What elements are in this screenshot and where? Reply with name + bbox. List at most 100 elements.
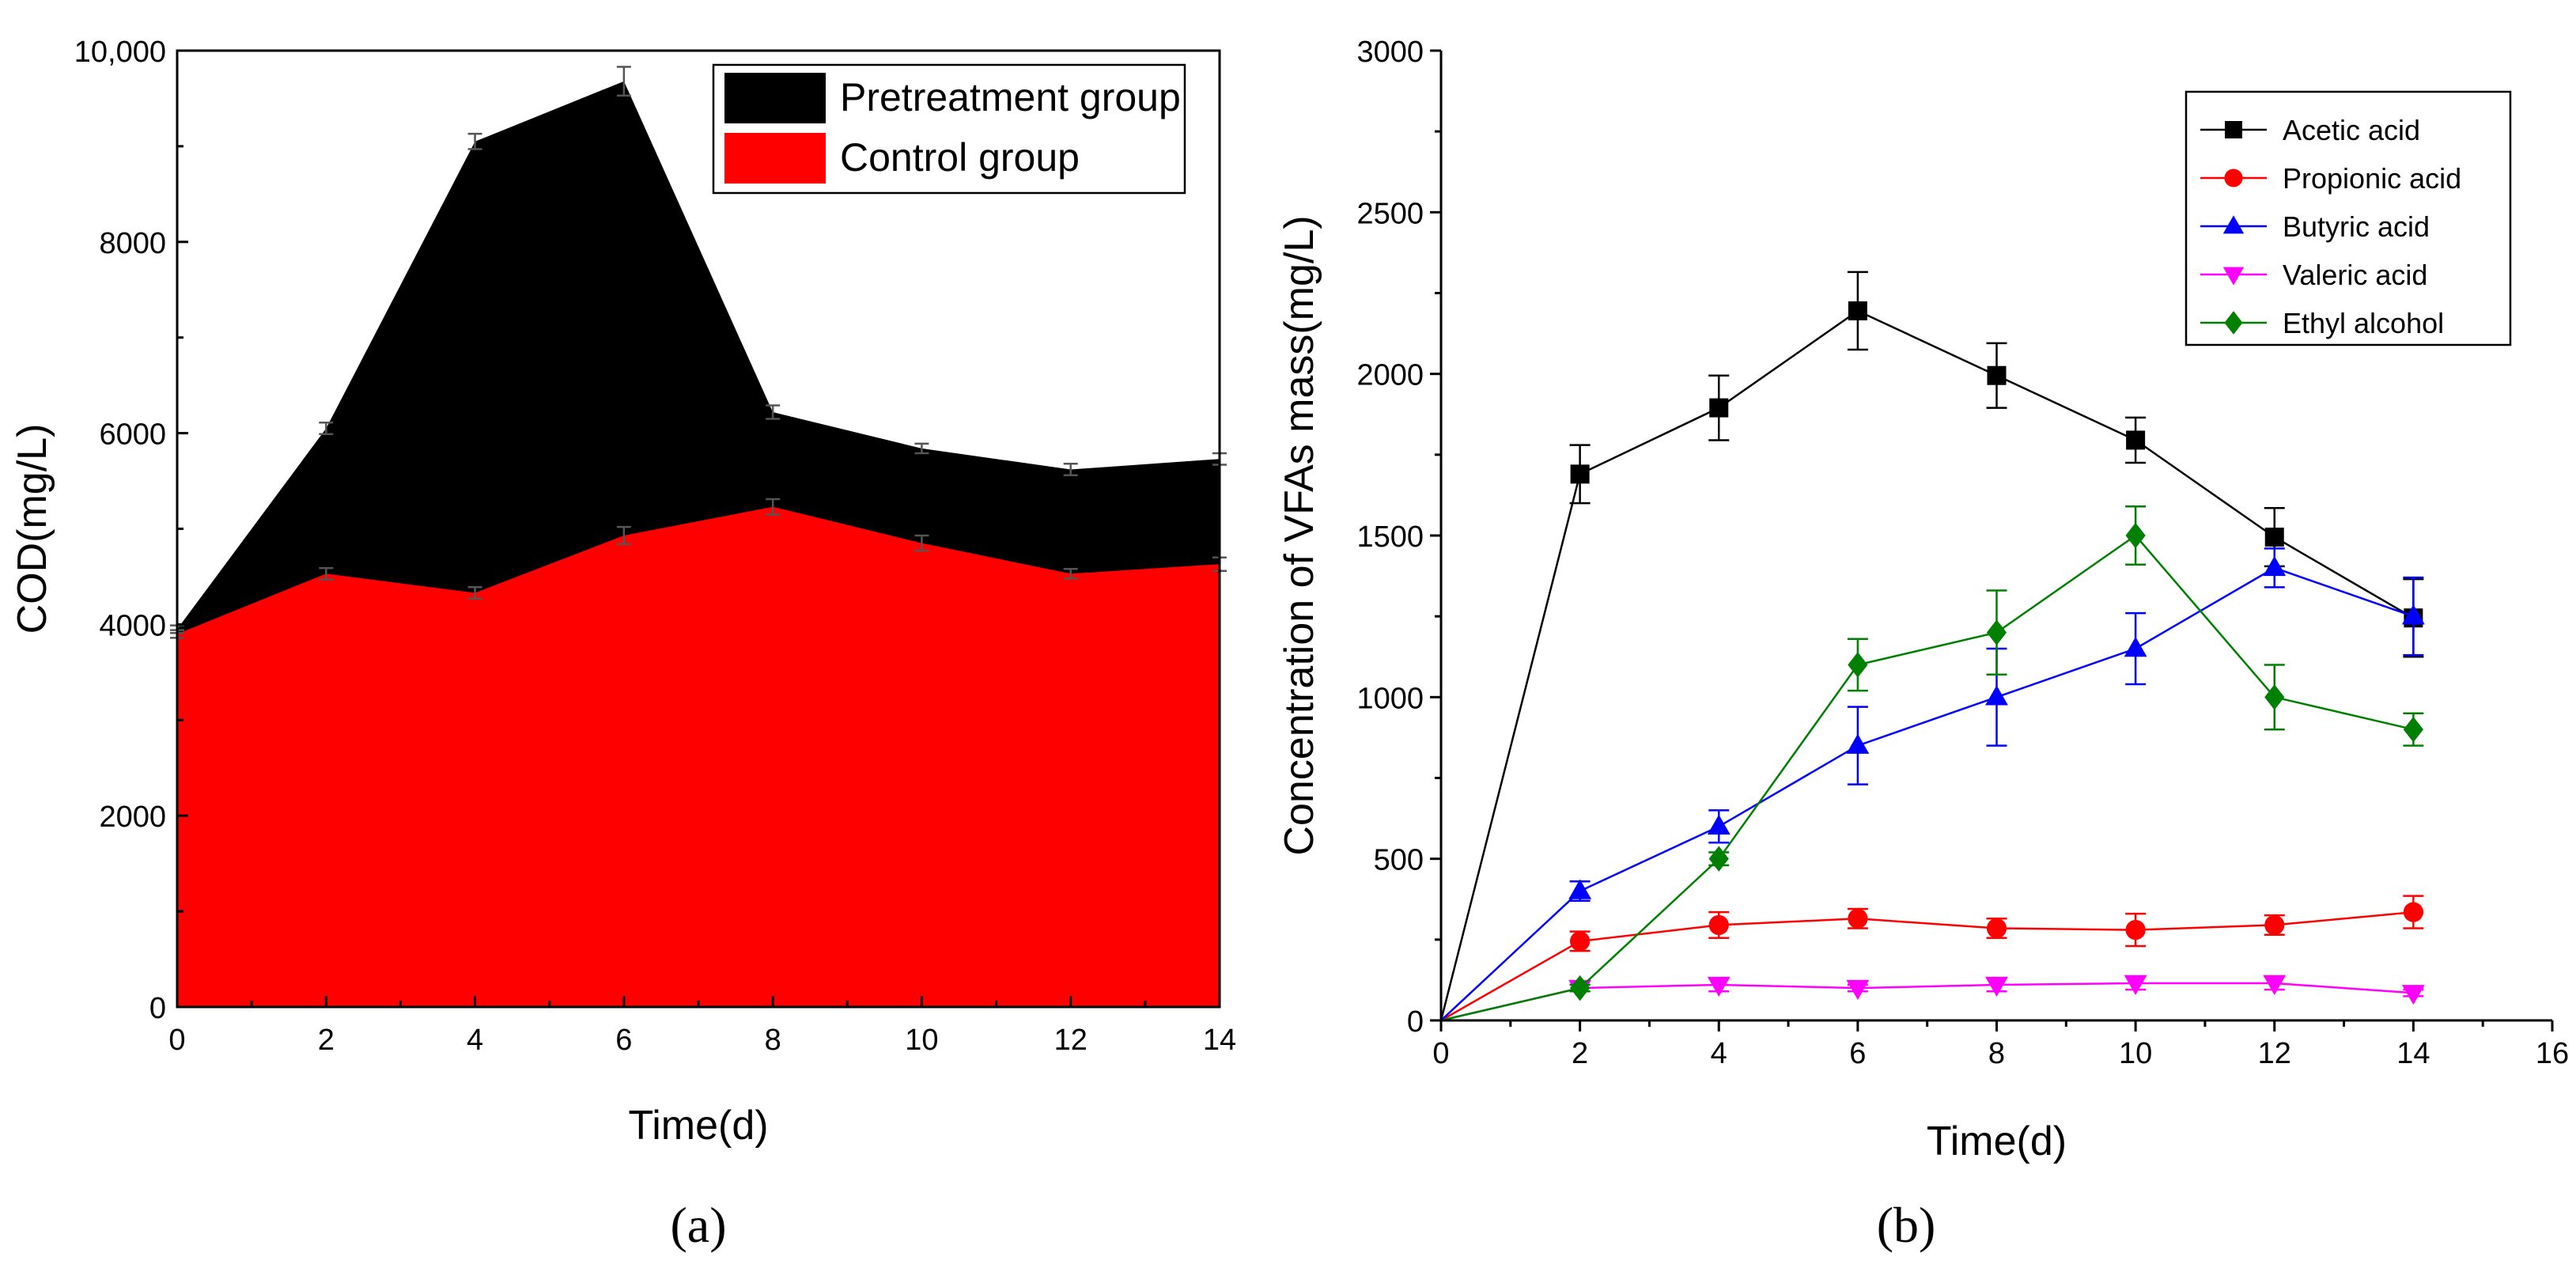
x-tick-label: 6 [1849, 1037, 1866, 1070]
square-marker [2264, 528, 2284, 547]
y-tick-label: 2000 [99, 801, 166, 834]
x-tick-label: 10 [905, 1024, 938, 1057]
x-tick-label: 2 [318, 1024, 335, 1057]
series-butyric-acid [1440, 547, 2425, 1021]
error-bar [467, 585, 482, 600]
triangle-up-marker [2401, 604, 2425, 625]
legend-label-propionic-acid: Propionic acid [2283, 162, 2461, 195]
legend-label-butyric-acid: Butyric acid [2283, 210, 2430, 243]
error-bar [1063, 568, 1078, 580]
series-layer [1439, 271, 2425, 1022]
diamond-marker [2125, 522, 2146, 549]
y-tick-label: 500 [1374, 844, 1424, 877]
y-tick-label: 2500 [1356, 197, 1424, 230]
x-tick-label: 8 [765, 1024, 781, 1057]
legend-label-acetic-acid: Acetic acid [2283, 114, 2420, 146]
triangle-up-marker [2263, 555, 2287, 577]
legend-label-valeric-acid: Valeric acid [2283, 259, 2427, 291]
triangle-up-marker [2124, 637, 2147, 657]
circle-marker [2224, 168, 2243, 187]
diamond-marker [1570, 975, 1591, 1001]
triangle-down-marker [2222, 267, 2245, 286]
triangle-up-marker [1846, 733, 1870, 754]
y-tick-label: 8000 [99, 227, 166, 260]
series-line [1440, 566, 2414, 1021]
area-control-group [177, 506, 1220, 1007]
triangle-down-marker [1707, 976, 1731, 997]
triangle-up-marker [1568, 879, 1592, 899]
y-tick-label: 3000 [1356, 36, 1424, 69]
series-valeric-acid [1440, 975, 2425, 1022]
x-axis-ticks: 0 2 4 6 8 10 12 14 [168, 996, 1236, 1057]
panel-label: (b) [1877, 1197, 1936, 1253]
triangle-down-marker [2124, 975, 2147, 996]
series-propionic-acid [1440, 895, 2424, 1022]
error-bar [616, 525, 631, 546]
y-tick-label: 2000 [1356, 359, 1424, 392]
x-tick-label: 10 [2119, 1037, 2152, 1070]
diamond-marker [1848, 652, 1868, 678]
y-tick-label: 0 [1407, 1005, 1424, 1039]
x-tick-label: 14 [1203, 1024, 1236, 1057]
error-bar [914, 534, 929, 552]
diamond-marker [2224, 311, 2243, 335]
circle-marker [2264, 914, 2285, 936]
y-tick-label: 4000 [99, 609, 166, 642]
series-acetic-acid [1439, 271, 2424, 1021]
x-axis-title: Time(d) [1927, 1118, 2067, 1164]
x-axis-title: Time(d) [628, 1103, 768, 1149]
triangle-up-marker [1985, 685, 2008, 706]
error-bar [319, 566, 334, 581]
error-bar [766, 404, 781, 420]
series-line [1439, 309, 2415, 1021]
legend-label-ethyl-alcohol: Ethyl alcohol [2283, 307, 2444, 339]
x-tick-label: 0 [1432, 1037, 1449, 1070]
circle-marker [1570, 931, 1591, 952]
circle-marker [2125, 919, 2146, 941]
error-bar [319, 422, 334, 436]
diamond-marker [1986, 619, 2007, 645]
chart-panel-a: 0 2 4 6 8 10 12 14 0 2000 4000 6000 8000 10,000 Time… [9, 36, 1236, 1253]
y-axis-ticks: 0 2000 4000 6000 8000 10,000 [74, 36, 188, 1025]
legend-label-control-group: Control group [840, 135, 1080, 180]
legend-swatch-control-group [724, 133, 826, 184]
x-tick-label: 16 [2536, 1037, 2569, 1070]
triangle-down-marker [2263, 975, 2287, 996]
square-marker [2225, 121, 2242, 138]
triangle-up-marker [2222, 215, 2245, 234]
error-bar [914, 442, 929, 455]
circle-marker [1708, 914, 1729, 936]
error-bar [1063, 463, 1078, 477]
x-tick-label: 4 [467, 1024, 483, 1057]
legend-label-pretreatment-group: Pretreatment group [840, 75, 1181, 119]
square-marker [2126, 430, 2146, 450]
x-axis-ticks: 0 2 4 6 8 10 12 14 16 [1432, 1020, 2569, 1070]
y-axis-title: Concentration of VFAs mass(mg/L) [1277, 215, 1322, 855]
square-marker [1987, 365, 2007, 385]
x-tick-label: 12 [2258, 1037, 2291, 1070]
triangle-down-marker [1985, 976, 2008, 997]
diamond-marker [1708, 846, 1729, 872]
x-tick-label: 4 [1711, 1037, 1727, 1070]
x-tick-label: 14 [2396, 1037, 2430, 1070]
series-ethyl-alcohol [1440, 505, 2424, 1022]
square-marker [1848, 301, 1867, 320]
series-line [1440, 534, 2414, 1022]
x-tick-label: 12 [1054, 1024, 1088, 1057]
y-tick-label: 1000 [1356, 682, 1424, 715]
square-marker [1570, 464, 1590, 484]
series-line [1440, 910, 2414, 1022]
y-tick-label: 6000 [99, 418, 166, 452]
y-axis-ticks: 0 500 1000 1500 2000 2500 3000 [1356, 36, 1441, 1039]
circle-marker [1986, 918, 2007, 939]
diamond-marker [2264, 684, 2285, 710]
legend: Pretreatment group Control group [712, 63, 1186, 195]
triangle-down-marker [2401, 985, 2425, 1005]
legend: Acetic acid Propionic acid Butyric acid Val… [2184, 90, 2512, 346]
triangle-up-marker [1707, 814, 1731, 835]
x-tick-label: 6 [615, 1024, 632, 1057]
diamond-marker [2403, 717, 2423, 743]
error-bar [467, 132, 482, 150]
x-tick-label: 8 [1988, 1037, 2005, 1070]
